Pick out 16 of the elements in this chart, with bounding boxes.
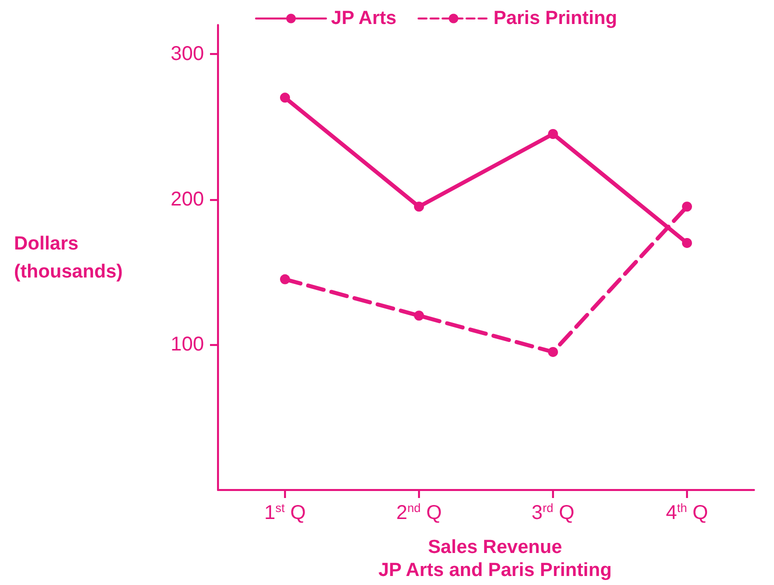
point [414, 310, 424, 321]
point [414, 202, 424, 212]
point [280, 92, 290, 103]
legend-label: Paris Printing [494, 8, 618, 29]
point [548, 346, 558, 357]
legend-label: JP Arts [331, 8, 396, 29]
text: JP Arts and Paris Printing [378, 560, 612, 581]
text: Sales Revenue [428, 537, 562, 558]
y-axis-title: Dollars (thousands) [14, 234, 123, 282]
y-tick-label: 300 [170, 43, 204, 66]
point [682, 238, 692, 248]
point [548, 128, 558, 139]
point [280, 274, 290, 284]
point [682, 202, 692, 212]
y-tick-label: 100 [170, 334, 204, 356]
y-tick-label: 200 [170, 188, 204, 210]
